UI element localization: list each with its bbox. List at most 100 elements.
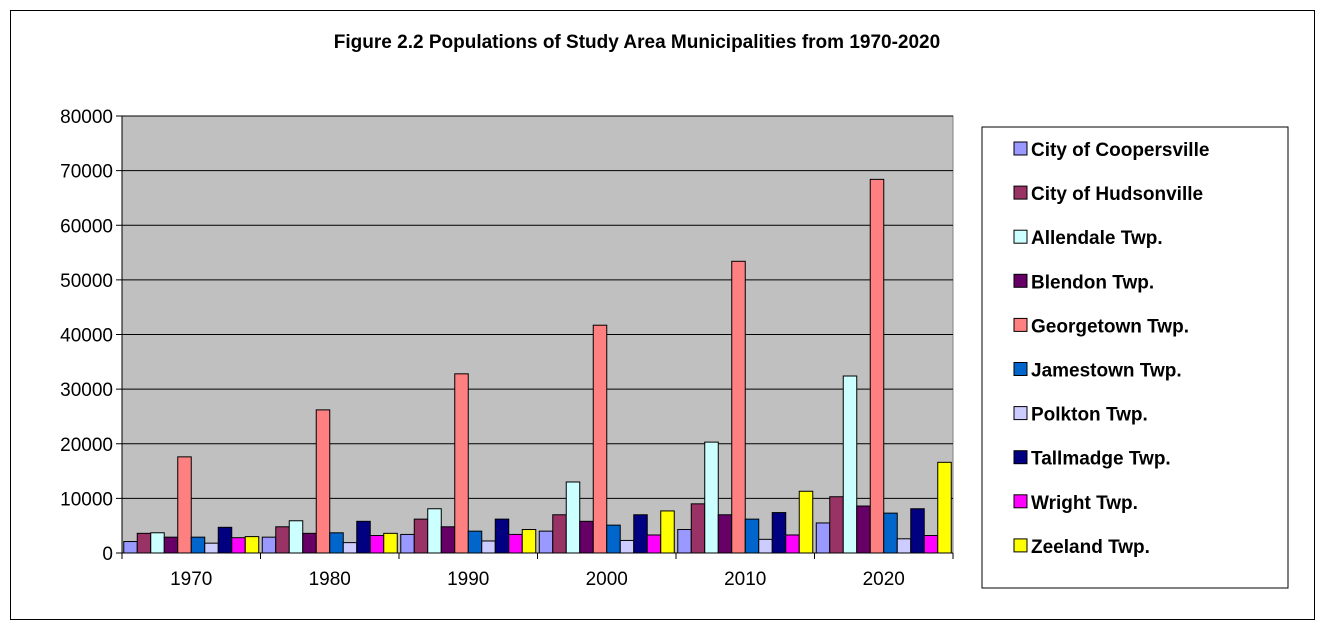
bar-georgetown-twp-2020 (869, 178, 885, 554)
bar-polkton-twp-2010 (758, 538, 773, 554)
bar-city-of-hudsonville-2020 (829, 496, 844, 554)
bar-allendale-twp-2020 (842, 375, 858, 554)
legend-swatch (1013, 185, 1028, 200)
y-tick-label: 40000 (60, 326, 113, 347)
bar-jamestown-twp-1980 (329, 532, 344, 554)
bar-allendale-twp-1990 (427, 508, 442, 554)
bar-tallmadge-twp-2010 (771, 512, 787, 554)
legend-swatch (1013, 317, 1028, 332)
bar-georgetown-twp-1980 (315, 409, 331, 554)
bar-wright-twp-1990 (508, 533, 523, 554)
bar-city-of-hudsonville-2000 (552, 514, 567, 554)
y-tick-label: 30000 (60, 380, 113, 401)
bar-jamestown-twp-2010 (744, 518, 760, 554)
bar-jamestown-twp-1990 (467, 530, 483, 554)
bar-allendale-twp-1970 (150, 532, 165, 554)
bar-allendale-twp-2000 (565, 481, 581, 554)
legend-label: City of Coopersville (1031, 140, 1209, 161)
bar-city-of-hudsonville-1970 (136, 532, 152, 554)
bar-polkton-twp-1990 (481, 540, 496, 554)
legend-label: City of Hudsonville (1031, 184, 1203, 205)
y-tick-label: 80000 (60, 107, 113, 128)
plot-area (121, 115, 954, 554)
bar-polkton-twp-1970 (204, 542, 219, 554)
legend: City of Coopersville City of Hudsonville A… (981, 126, 1289, 589)
bars (123, 178, 952, 554)
y-tick-label: 20000 (60, 435, 113, 456)
bar-zeeland-twp-2000 (660, 510, 675, 554)
bar-zeeland-twp-2010 (798, 490, 814, 554)
legend-swatch (1013, 406, 1028, 421)
y-tick-label: 60000 (60, 216, 113, 237)
bar-city-of-coopersville-1970 (123, 541, 138, 554)
bar-georgetown-twp-1970 (177, 456, 192, 554)
bar-city-of-hudsonville-2010 (690, 503, 706, 554)
bar-georgetown-twp-1990 (454, 373, 469, 554)
bar-blendon-twp-1990 (440, 526, 456, 554)
legend-box (981, 126, 1289, 589)
legend-swatch (1013, 273, 1028, 288)
x-axis: 1970 1980 1990 2000 2010 2020 (121, 552, 954, 590)
x-tick-label: 1980 (309, 569, 351, 590)
legend-label: Allendale Twp. (1031, 228, 1163, 249)
bar-tallmadge-twp-2020 (910, 508, 925, 554)
bar-blendon-twp-1970 (163, 536, 179, 554)
bar-georgetown-twp-2010 (731, 260, 746, 554)
legend-label: Wright Twp. (1031, 493, 1138, 514)
bar-zeeland-twp-1990 (521, 529, 537, 554)
bar-georgetown-twp-2000 (592, 324, 608, 554)
bar-tallmadge-twp-2000 (633, 514, 648, 554)
legend-label: Blendon Twp. (1031, 272, 1154, 293)
legend-swatch (1013, 538, 1028, 553)
bar-polkton-twp-2000 (619, 539, 635, 554)
bar-city-of-coopersville-1990 (400, 533, 415, 554)
x-tick-label: 1970 (170, 569, 212, 590)
bar-wright-twp-2010 (785, 534, 800, 554)
y-tick-label: 50000 (60, 271, 113, 292)
bar-zeeland-twp-2020 (937, 461, 952, 554)
legend-swatch (1013, 450, 1028, 465)
legend-swatch (1013, 229, 1028, 244)
y-axis: 0 10000 20000 30000 40000 50000 60000 70000 8000… (60, 107, 123, 565)
bar-city-of-coopersville-2000 (538, 530, 554, 554)
legend-label: Jamestown Twp. (1031, 361, 1182, 382)
legend-swatch (1013, 494, 1028, 509)
bar-city-of-coopersville-2020 (815, 522, 831, 554)
bar-tallmadge-twp-1980 (356, 520, 371, 554)
legend-swatch (1013, 141, 1028, 156)
bar-jamestown-twp-1970 (190, 536, 206, 554)
legend-label: Georgetown Twp. (1031, 316, 1189, 337)
bar-jamestown-twp-2020 (883, 512, 898, 554)
bar-wright-twp-1980 (369, 535, 385, 554)
x-tick-label: 2000 (586, 569, 628, 590)
bar-polkton-twp-1980 (342, 542, 358, 554)
bar-allendale-twp-2010 (704, 441, 719, 554)
bar-wright-twp-2000 (646, 534, 662, 554)
bar-blendon-twp-1980 (302, 532, 317, 554)
legend-label: Tallmadge Twp. (1031, 449, 1171, 470)
legend-label: Zeeland Twp. (1031, 537, 1150, 558)
bar-wright-twp-2020 (923, 535, 939, 554)
bar-jamestown-twp-2000 (606, 524, 621, 554)
bar-tallmadge-twp-1990 (494, 518, 510, 554)
bar-blendon-twp-2010 (717, 514, 733, 554)
x-tick-label: 2010 (724, 569, 766, 590)
bar-city-of-hudsonville-1980 (275, 526, 290, 554)
bar-polkton-twp-2020 (896, 538, 912, 554)
legend-swatch (1013, 362, 1028, 376)
bar-zeeland-twp-1980 (383, 532, 398, 554)
legend-label: Polkton Twp. (1031, 405, 1148, 426)
bar-wright-twp-1970 (231, 537, 246, 554)
x-tick-label: 2020 (863, 569, 905, 590)
x-tick-label: 1990 (447, 569, 489, 590)
bar-tallmadge-twp-1970 (217, 526, 233, 554)
bar-allendale-twp-1980 (288, 520, 304, 554)
y-tick-label: 10000 (60, 489, 113, 510)
bar-city-of-coopersville-2010 (677, 529, 692, 554)
bar-zeeland-twp-1970 (244, 536, 260, 554)
y-tick-label: 70000 (60, 162, 113, 183)
bar-city-of-coopersville-1980 (261, 536, 277, 554)
y-tick-label: 0 (102, 544, 113, 565)
bar-blendon-twp-2000 (579, 520, 594, 554)
